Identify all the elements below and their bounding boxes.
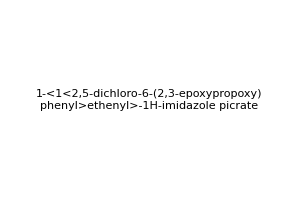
- Text: 1-<1<2,5-dichloro-6-(2,3-epoxypropoxy)
phenyl>ethenyl>-1H-imidazole picrate: 1-<1<2,5-dichloro-6-(2,3-epoxypropoxy) p…: [35, 89, 262, 111]
